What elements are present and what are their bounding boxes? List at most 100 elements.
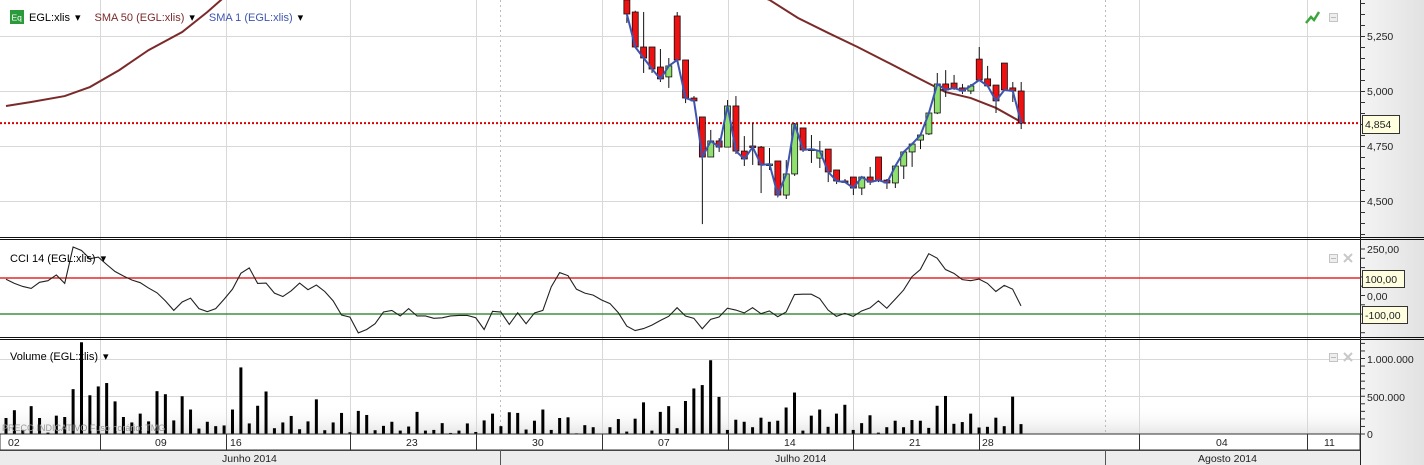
- volume-legend[interactable]: Volume (EGL:xlis) ▾: [10, 351, 109, 363]
- volume-bar: [944, 395, 948, 434]
- date-axis[interactable]: [0, 433, 1361, 451]
- volume-bar: [625, 431, 629, 434]
- volume-bar: [658, 411, 662, 434]
- volume-bar: [29, 406, 33, 434]
- cci-pane[interactable]: [0, 241, 1360, 337]
- value-axis[interactable]: [1360, 0, 1424, 465]
- main-series-label[interactable]: EGL:xlis: [29, 12, 70, 24]
- volume-bar: [365, 414, 369, 434]
- candle[interactable]: [975, 58, 983, 81]
- candle[interactable]: [875, 156, 882, 181]
- cci-legend[interactable]: CCI 14 (EGL:xlis) ▾: [10, 253, 107, 265]
- volume-bar: [591, 427, 595, 434]
- volume-bar: [113, 401, 117, 434]
- volume-bar: [784, 407, 788, 434]
- chart-type-icon[interactable]: [1305, 11, 1321, 24]
- volume-bar: [474, 431, 478, 434]
- volume-bar: [532, 420, 536, 434]
- candle[interactable]: [673, 15, 681, 61]
- volume-bar: [524, 429, 528, 434]
- volume-bar: [482, 420, 486, 434]
- main-series-legend[interactable]: Eq: [10, 10, 24, 24]
- volume-bar: [851, 429, 855, 434]
- month-label: Junho 2014: [222, 453, 277, 465]
- volume-bar: [491, 413, 495, 434]
- volume-bar: [247, 423, 251, 434]
- chevron-down-icon[interactable]: ▾: [101, 253, 107, 265]
- restore-pane-icon[interactable]: [1329, 254, 1338, 263]
- volume-bar: [927, 427, 931, 434]
- day-label: 30: [532, 437, 544, 449]
- cci-line: [5, 246, 1022, 334]
- volume-bar: [1019, 424, 1023, 434]
- volume-bar: [759, 417, 763, 434]
- month-axis[interactable]: [0, 450, 1360, 465]
- volume-tick: 0: [1367, 429, 1373, 441]
- day-label: 23: [406, 437, 418, 449]
- volume-bar: [885, 427, 889, 434]
- day-label: 28: [982, 437, 994, 449]
- volume-bar: [633, 418, 637, 434]
- restore-pane-icon[interactable]: [1329, 13, 1338, 22]
- volume-bar: [432, 429, 436, 434]
- sma1-label[interactable]: SMA 1 (EGL:xlis): [209, 12, 293, 24]
- volume-bar: [910, 420, 914, 434]
- last-price-box: [1362, 115, 1400, 134]
- restore-pane-icon[interactable]: [1329, 353, 1338, 362]
- volume-bar: [155, 391, 159, 434]
- day-label: 09: [155, 437, 167, 449]
- volume-bar: [449, 432, 453, 434]
- volume-fade: [0, 405, 1360, 434]
- volume-bar: [323, 430, 327, 434]
- candle[interactable]: [1001, 62, 1008, 91]
- pane-separators[interactable]: [0, 237, 1424, 340]
- chevron-down-icon[interactable]: ▾: [75, 12, 81, 24]
- volume-bar: [306, 421, 310, 434]
- gridlines: [0, 0, 1360, 434]
- volume-bar: [616, 419, 620, 434]
- volume-bar: [734, 419, 738, 434]
- volume-bar: [71, 389, 75, 434]
- volume-bars: [4, 342, 1023, 434]
- chevron-down-icon[interactable]: ▾: [103, 351, 109, 363]
- volume-bar: [717, 396, 721, 434]
- volume-bar: [298, 429, 302, 434]
- volume-bar: [54, 415, 58, 434]
- volume-label[interactable]: Volume (EGL:xlis): [10, 351, 98, 363]
- volume-bar: [356, 410, 360, 434]
- volume-bar: [725, 429, 729, 434]
- volume-bar: [465, 423, 469, 434]
- candle[interactable]: [623, 0, 631, 15]
- volume-bar: [583, 425, 587, 434]
- volume-bar: [138, 413, 142, 434]
- close-pane-icon[interactable]: [1343, 352, 1353, 362]
- volume-bar: [289, 415, 293, 434]
- cci-lower-label: -100,00: [1365, 310, 1401, 322]
- volume-bar: [818, 409, 822, 434]
- close-pane-icon[interactable]: [1343, 253, 1353, 263]
- day-label: 14: [784, 437, 796, 449]
- volume-bar: [977, 427, 981, 434]
- volume-bar: [558, 417, 562, 434]
- volume-tick: 500.000: [1367, 392, 1405, 404]
- cci-label[interactable]: CCI 14 (EGL:xlis): [10, 253, 96, 265]
- sma50-label[interactable]: SMA 50 (EGL:xlis): [95, 12, 185, 24]
- watermark: PREÇO INDICATIVO Fuso horário: TMG: [2, 423, 165, 433]
- day-label: 11: [1324, 437, 1335, 449]
- volume-bar: [197, 428, 201, 434]
- chevron-down-icon[interactable]: ▾: [189, 12, 195, 24]
- volume-bar: [516, 412, 520, 434]
- chevron-down-icon[interactable]: ▾: [298, 12, 304, 24]
- volume-bar: [834, 413, 838, 434]
- volume-bar: [843, 404, 847, 434]
- volume-bar: [960, 422, 964, 434]
- volume-bar: [549, 429, 553, 434]
- volume-bar: [272, 428, 276, 434]
- volume-bar: [222, 425, 226, 434]
- cci-lower-box: [1362, 306, 1408, 324]
- badge-text: Eq: [12, 13, 23, 23]
- volume-bar: [214, 426, 218, 434]
- price-tick: 5,250: [1367, 31, 1393, 43]
- volume-bar: [952, 423, 956, 434]
